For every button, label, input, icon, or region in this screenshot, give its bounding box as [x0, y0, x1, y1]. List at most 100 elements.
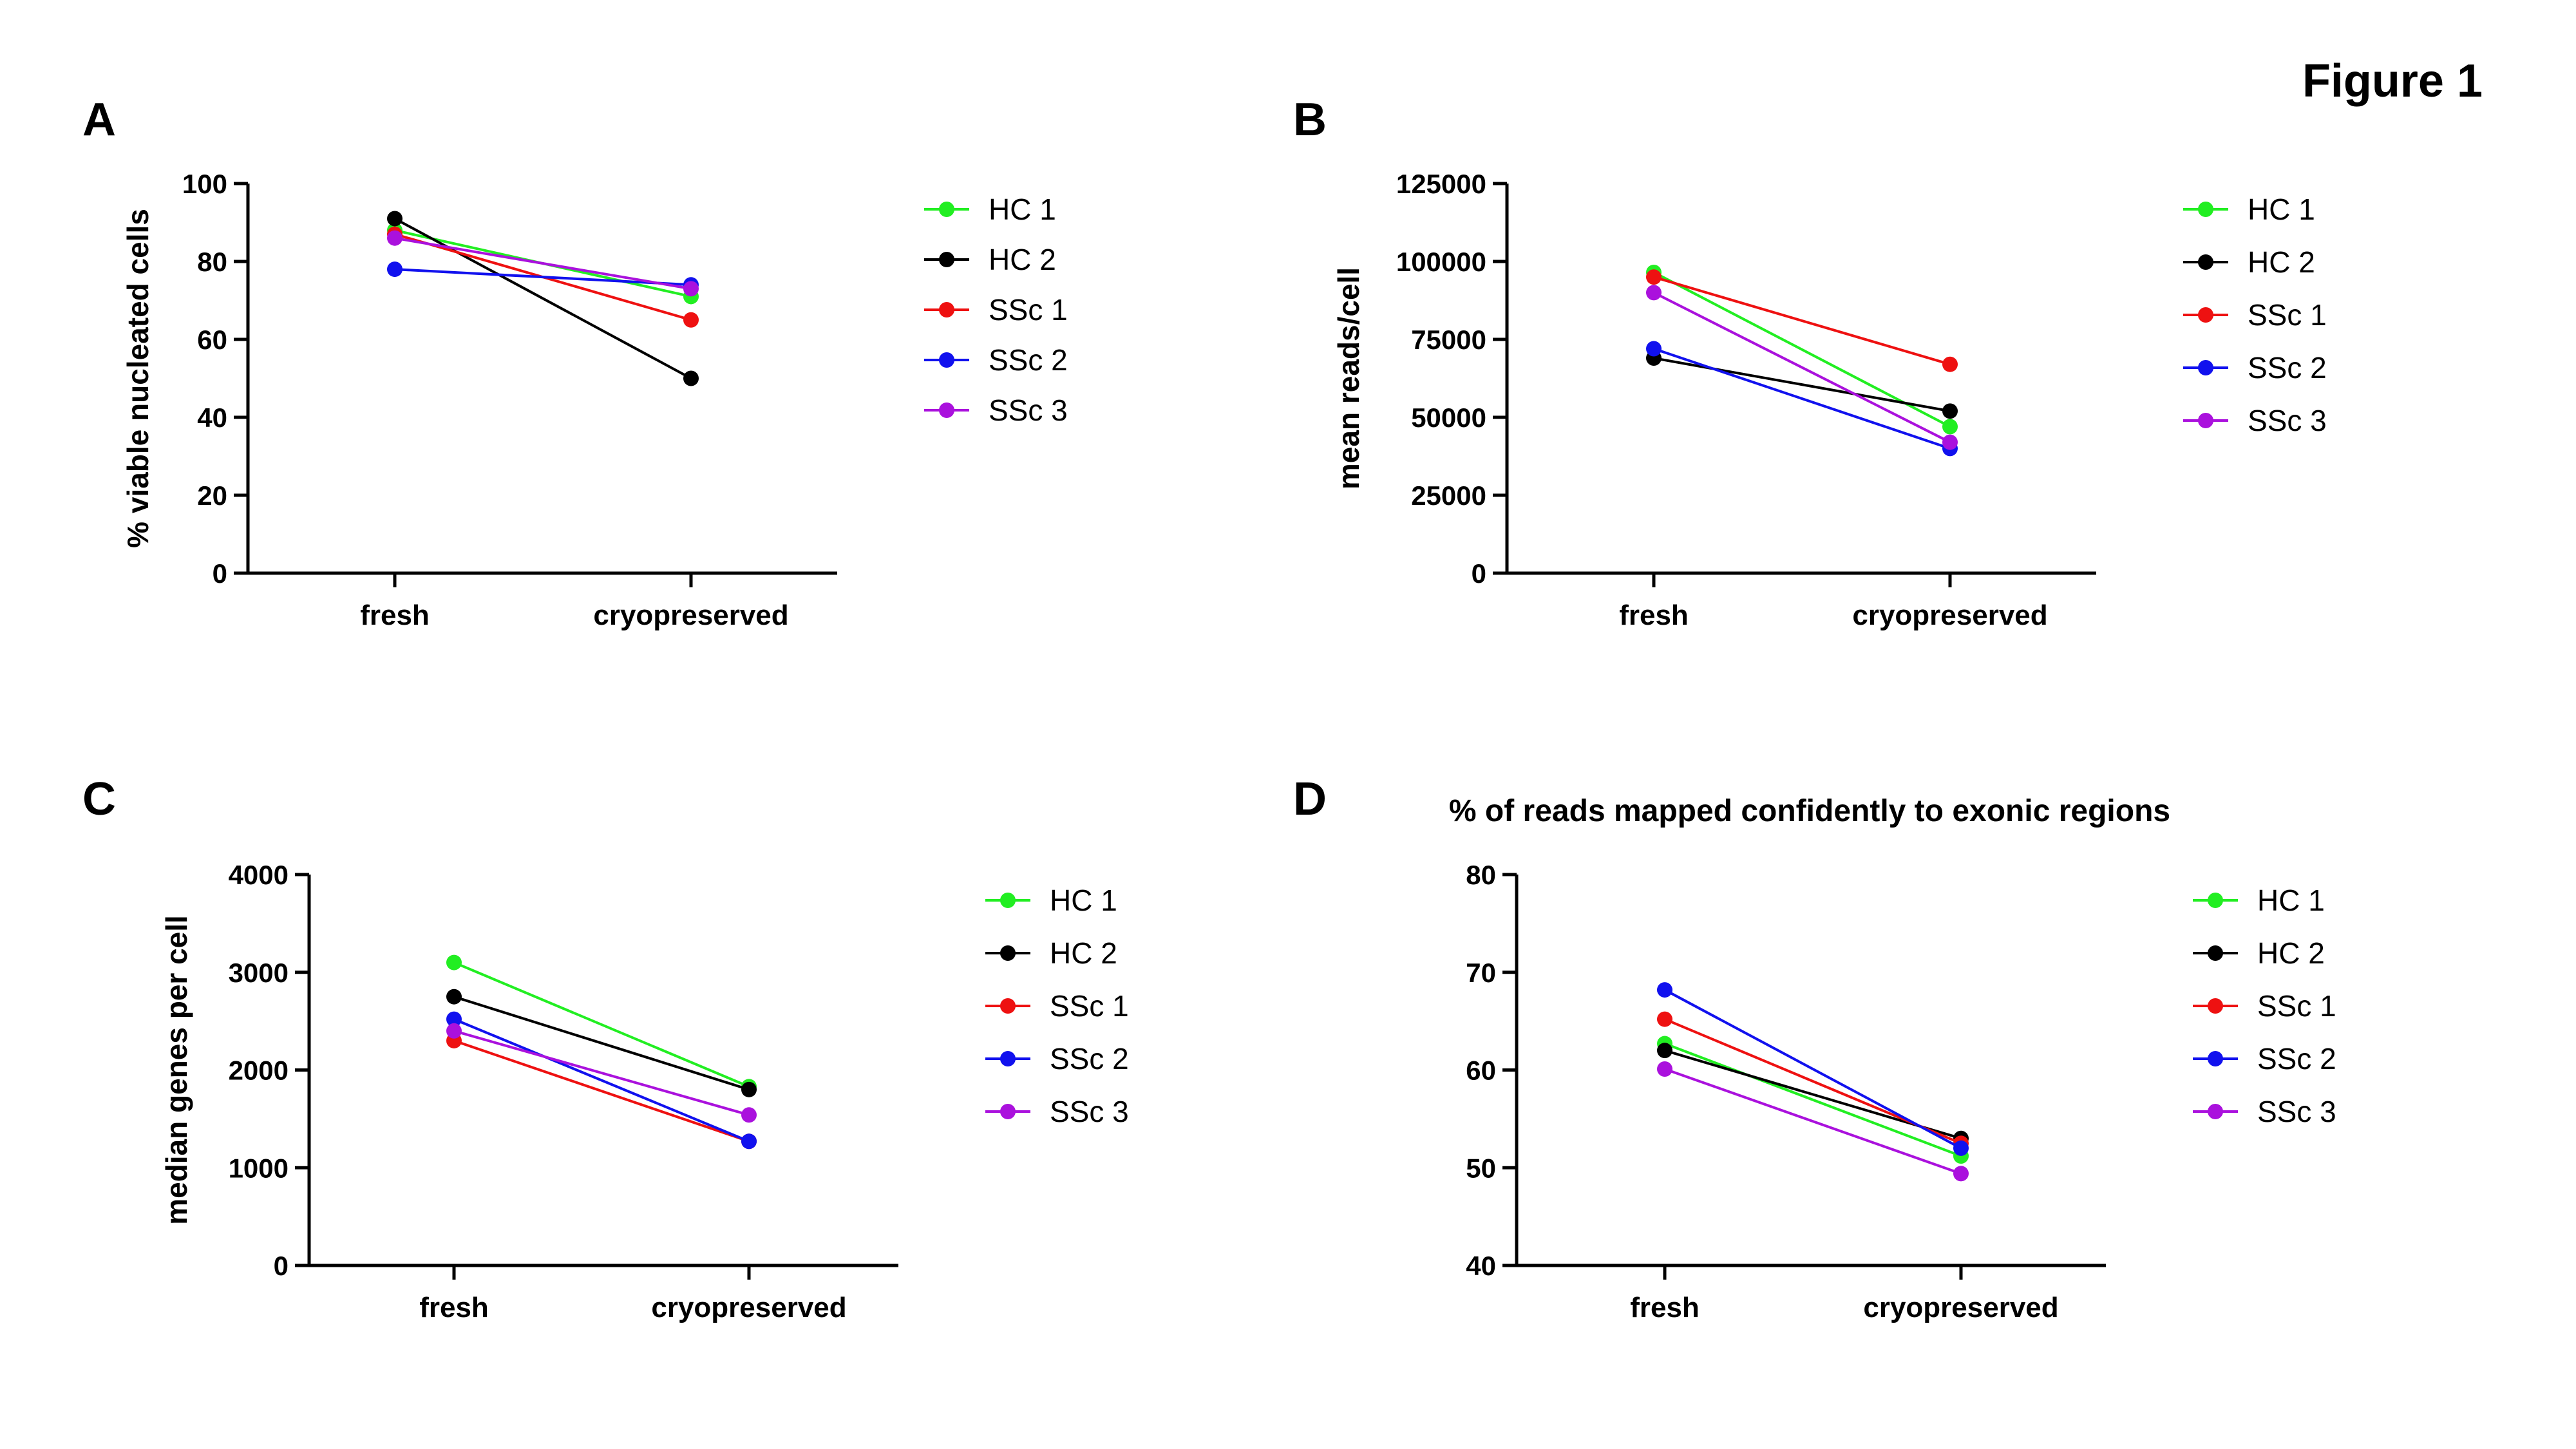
legend-marker	[2198, 360, 2213, 375]
legend-marker	[2198, 202, 2213, 217]
y-tick-label: 0	[1472, 558, 1486, 589]
legend-label: SSc 3	[989, 393, 1068, 427]
data-point	[446, 954, 462, 971]
legend-marker	[939, 352, 954, 368]
series-line	[1653, 291, 1951, 444]
chart-title: % of reads mapped confidently to exonic …	[1449, 794, 2170, 828]
x-tick-label: fresh	[1630, 1292, 1700, 1323]
legend-label: SSc 3	[2257, 1095, 2336, 1128]
legend-label: SSc 2	[989, 343, 1068, 377]
series-line	[453, 961, 750, 1088]
series-line	[453, 1039, 750, 1143]
y-tick-label: 100000	[1396, 247, 1486, 277]
data-point	[1646, 341, 1662, 357]
x-tick-label: fresh	[1619, 600, 1689, 631]
data-point	[1657, 1061, 1672, 1077]
data-point	[1646, 269, 1662, 285]
y-tick-label: 80	[1466, 860, 1496, 890]
y-tick-label: 100	[182, 169, 227, 199]
y-tick-label: 125000	[1396, 169, 1486, 199]
data-point	[387, 230, 402, 246]
y-tick-label: 40	[197, 402, 227, 433]
series-line	[1653, 347, 1951, 450]
legend-marker	[2208, 1104, 2223, 1119]
legend-marker	[939, 302, 954, 317]
series-line	[1664, 989, 1962, 1150]
series-line	[453, 1018, 750, 1143]
data-point	[683, 370, 699, 386]
y-tick-label: 25000	[1411, 480, 1486, 511]
y-tick-label: 80	[197, 247, 227, 277]
series-line	[394, 217, 692, 380]
y-axis-label: % viable nucleated cells	[121, 209, 155, 548]
data-point	[446, 1011, 462, 1027]
legend-marker	[2208, 893, 2223, 908]
legend-label: SSc 1	[1050, 989, 1129, 1023]
data-point	[1657, 1043, 1672, 1059]
legend-marker	[2198, 254, 2213, 270]
series-line	[453, 1029, 750, 1117]
legend-marker	[1000, 893, 1016, 908]
y-tick-label: 50000	[1411, 402, 1486, 433]
legend-label: SSc 1	[2257, 989, 2336, 1023]
legend-label: HC 1	[1050, 884, 1117, 917]
chart-panel-d: 40 50 60 70 80 fresh cryopreserved % of reads m…	[1449, 794, 2336, 1323]
data-point	[446, 1023, 462, 1039]
legend-marker	[1000, 1051, 1016, 1066]
x-tick-label: cryopreserved	[651, 1292, 846, 1323]
y-tick-label: 4000	[229, 860, 289, 890]
chart-panel-a: 0 20 40 60 80 100 fresh cryopreserved % viable n…	[121, 169, 1068, 631]
data-point	[1657, 1011, 1672, 1027]
legend-marker	[2208, 1051, 2223, 1066]
legend-marker	[2208, 998, 2223, 1014]
data-point	[1953, 1166, 1969, 1182]
panel-letter-d: D	[1293, 773, 1327, 825]
y-tick-label: 2000	[229, 1056, 289, 1086]
legend-marker	[2208, 945, 2223, 961]
data-point	[1942, 356, 1958, 372]
x-tick-label: cryopreserved	[593, 600, 788, 631]
data-point	[1657, 982, 1672, 998]
y-tick-label: 40	[1466, 1251, 1496, 1281]
series-line	[1664, 1068, 1962, 1175]
y-tick-label: 20	[197, 480, 227, 511]
legend-marker	[2198, 413, 2213, 428]
legend-label: HC 2	[1050, 936, 1117, 970]
legend-marker	[1000, 945, 1016, 961]
data-point	[1953, 1140, 1969, 1156]
legend-label: HC 1	[2257, 884, 2325, 917]
legend-marker	[1000, 1104, 1016, 1119]
legend-label: SSc 1	[2248, 298, 2327, 332]
data-point	[1646, 285, 1662, 301]
chart-panel-c: 0 1000 2000 3000 4000 fresh cryopreserved media…	[160, 860, 1129, 1323]
legend-label: SSc 2	[2248, 351, 2327, 384]
legend-label: HC 2	[2248, 245, 2315, 279]
legend-label: HC 2	[2257, 936, 2325, 970]
y-tick-label: 60	[197, 325, 227, 355]
y-axis-label: mean reads/cell	[1332, 267, 1365, 489]
data-point	[446, 989, 462, 1005]
data-point	[683, 312, 699, 328]
data-point	[1942, 419, 1958, 435]
legend-label: HC 2	[989, 243, 1056, 276]
series-line	[1653, 357, 1951, 413]
y-tick-label: 60	[1466, 1056, 1496, 1086]
legend-label: HC 1	[2248, 193, 2315, 226]
data-point	[683, 281, 699, 297]
x-tick-label: fresh	[419, 1292, 489, 1323]
legend-marker	[939, 402, 954, 418]
series-line	[453, 995, 750, 1091]
legend-marker	[939, 202, 954, 217]
legend-label: SSc 2	[1050, 1042, 1129, 1075]
x-tick-label: fresh	[360, 600, 430, 631]
legend-marker	[1000, 998, 1016, 1014]
data-point	[1942, 434, 1958, 450]
panel-letter-a: A	[82, 94, 116, 146]
data-point	[1942, 403, 1958, 419]
y-tick-label: 50	[1466, 1153, 1496, 1183]
legend-label: SSc 1	[989, 293, 1068, 327]
legend-label: SSc 2	[2257, 1042, 2336, 1075]
data-point	[741, 1133, 757, 1150]
series-line	[394, 236, 692, 290]
